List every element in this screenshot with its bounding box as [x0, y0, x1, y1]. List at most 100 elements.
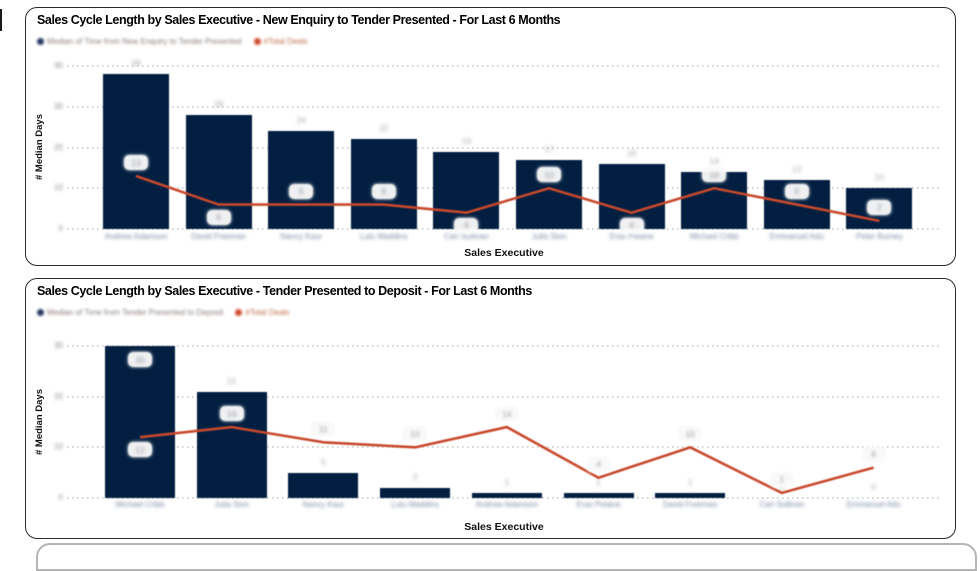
gridline — [67, 446, 941, 449]
legend-item-median-days[interactable]: Median of Time from Tender Presented to … — [37, 308, 223, 317]
gridline — [67, 146, 941, 149]
bar-data-label: 17 — [544, 143, 554, 154]
y-axis-tick-label: 20 — [54, 142, 63, 152]
total-deals-line[interactable] — [67, 66, 941, 229]
bar-data-label: 2 — [412, 471, 418, 482]
report-canvas: Sales Cycle Length by Sales Executive - … — [0, 7, 977, 571]
gridline — [67, 228, 941, 230]
gridline — [67, 187, 941, 190]
x-axis-label: Andrew Adamson — [475, 500, 539, 509]
bar-data-label: 38 — [131, 58, 141, 69]
x-axis-label: Emmanuel Adu — [769, 232, 824, 241]
bar-data-label: 19 — [461, 135, 472, 146]
gridline — [67, 395, 941, 398]
line-data-label: 6 — [784, 183, 809, 199]
bar-nancy-kaur[interactable] — [268, 131, 335, 229]
legend: Median of Time from New Enquiry to Tende… — [37, 37, 308, 46]
line-data-label: 12 — [128, 442, 152, 458]
y-axis-tick-label: 10 — [54, 442, 63, 452]
y-axis-tick-label: 40 — [54, 61, 63, 70]
bar-carl-sullivan[interactable] — [433, 151, 500, 229]
legend-item-total-deals[interactable]: #Total Deals — [235, 308, 289, 317]
bar-data-label: 1 — [504, 476, 510, 487]
x-axis-label: Carl Sullivan — [759, 500, 805, 509]
bar-data-label: 1 — [596, 476, 601, 487]
x-axis-label: Nancy Kaur — [280, 232, 323, 241]
card-top: Sales Cycle Length by Sales Executive - … — [25, 7, 956, 266]
x-axis-label: Michael Cribb — [115, 500, 165, 509]
line-data-label: 10 — [537, 167, 561, 183]
bar-data-label: 21 — [226, 375, 237, 386]
line-data-label: 13 — [124, 155, 148, 171]
bar-data-label: 16 — [626, 147, 637, 158]
bar-data-label: 30 — [128, 352, 152, 367]
bar-andrew-adamson[interactable] — [471, 492, 542, 498]
gridline — [67, 105, 941, 108]
legend-dot-icon — [37, 38, 44, 45]
bar-lulu-maddins[interactable] — [380, 487, 451, 498]
line-data-label: 10 — [678, 426, 703, 442]
line-data-label: 1 — [769, 471, 794, 487]
line-data-label: 4 — [454, 217, 479, 233]
y-axis-tick-label: 0 — [58, 493, 63, 502]
bar-data-label: 1 — [687, 476, 693, 487]
x-axis-label: Julia Sion — [214, 500, 250, 509]
x-axis-title: Sales Executive — [464, 247, 544, 259]
x-axis-label: Andrew Adamson — [104, 232, 168, 241]
y-axis-tick-label: 20 — [54, 391, 63, 401]
y-axis-tick-label: 30 — [54, 101, 63, 111]
bar-data-label: 14 — [709, 155, 719, 166]
bar-david-freeman[interactable] — [655, 492, 726, 498]
legend-label: Median of Time from New Enquiry to Tende… — [47, 37, 242, 46]
bar-michael-cribb[interactable] — [105, 346, 175, 498]
bar-data-label: 24 — [296, 115, 306, 126]
line-data-label: 6 — [289, 183, 314, 199]
x-axis-label: Lulu Maddins — [391, 500, 439, 509]
line-data-label: 10 — [403, 426, 428, 442]
legend: Median of Time from Tender Presented to … — [37, 308, 289, 317]
bar-andrew-adamson[interactable] — [103, 74, 169, 229]
line-data-label: 4 — [586, 456, 611, 472]
total-deals-line[interactable] — [67, 346, 941, 498]
legend-label: #Total Deals — [245, 308, 290, 317]
legend-label: #Total Deals — [263, 37, 308, 46]
legend-dot-icon — [235, 309, 243, 316]
gridline — [67, 497, 941, 499]
x-axis-label: Carl Sullivan — [443, 232, 489, 241]
y-axis-tick-label: 30 — [54, 341, 63, 350]
legend-dot-icon — [253, 38, 261, 45]
chart-plot-area: 0 10 20 30 40 38 Andrew Adamson 28 David Freeman… — [26, 8, 955, 265]
legend-item-median-days[interactable]: Median of Time from New Enquiry to Tende… — [37, 37, 242, 46]
bar-eras-petane[interactable] — [563, 492, 634, 498]
line-data-label: 6 — [861, 446, 886, 462]
y-axis-tick-label: 10 — [54, 183, 63, 193]
x-axis-label: Nancy Kaur — [302, 500, 345, 509]
bar-data-label: 0 — [779, 482, 785, 492]
bar-data-label: 28 — [213, 98, 224, 109]
screen-edge-artifact — [0, 9, 2, 31]
gridline — [67, 345, 941, 347]
x-axis-label: Peter Burney — [856, 232, 903, 241]
legend-item-total-deals[interactable]: #Total Deals — [253, 37, 308, 46]
x-axis-title: Sales Executive — [464, 521, 544, 533]
x-axis-label: David Freeman — [191, 232, 246, 241]
line-data-label: 6 — [371, 183, 396, 199]
line-data-label: 4 — [619, 217, 644, 233]
bar-nancy-kaur[interactable] — [288, 472, 359, 498]
bar-data-label: 12 — [792, 164, 802, 175]
legend-dot-icon — [37, 309, 44, 316]
x-axis-label: Lulu Maddins — [360, 232, 408, 241]
chart-plot-area: 0 10 20 30 30 Michael Cribb 21 Julia Sion 5 Nancy… — [26, 279, 955, 538]
y-axis-tick-label: 0 — [58, 224, 63, 233]
line-data-label: 2 — [867, 199, 892, 215]
x-axis-label: Julia Sion — [531, 232, 567, 241]
line-data-label: 14 — [219, 406, 244, 422]
chart-title: Sales Cycle Length by Sales Executive - … — [37, 284, 532, 298]
line-data-label: 14 — [494, 406, 519, 422]
x-axis-label: David Freeman — [662, 500, 718, 509]
card-bottom: Sales Cycle Length by Sales Executive - … — [25, 278, 956, 539]
card-partial-bottom — [36, 543, 977, 571]
line-data-label: 10 — [702, 167, 727, 183]
x-axis-label: Michael Cribb — [689, 232, 739, 241]
line-data-label: 11 — [311, 421, 336, 437]
